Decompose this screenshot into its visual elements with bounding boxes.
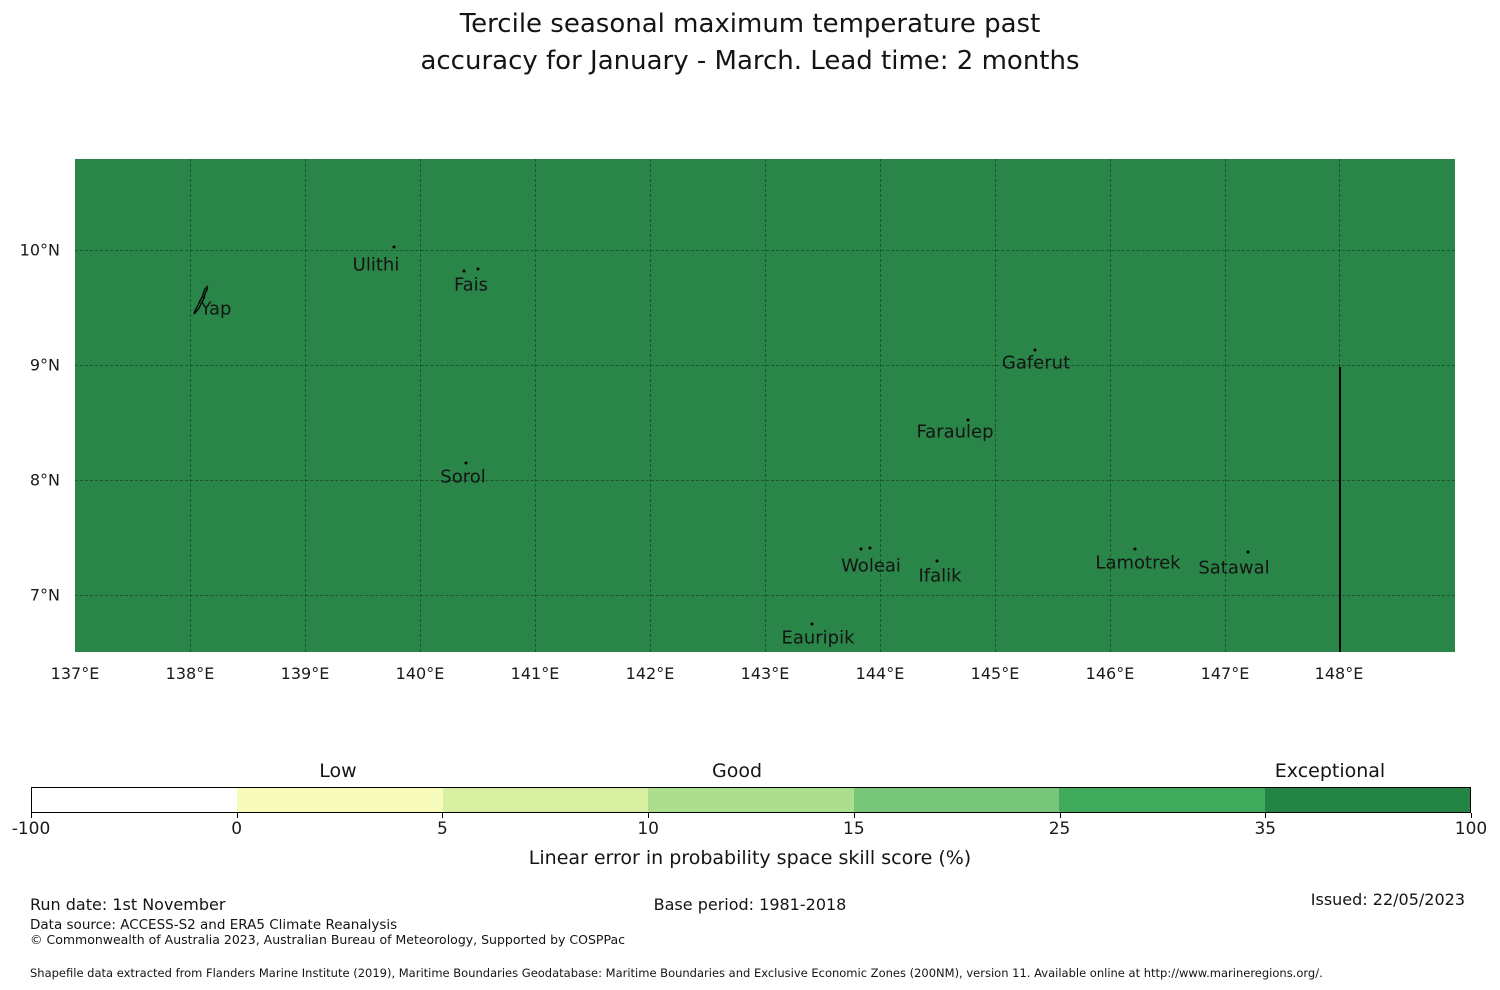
x-tick-label: 146°E [1085,664,1135,683]
colorbar-tick-mark [1059,813,1061,818]
island-dot [859,547,863,551]
colorbar-tick-mark [236,813,238,818]
x-tick-label: 144°E [855,664,905,683]
longitude-gridline [650,159,651,652]
colorbar-segment [442,788,649,812]
colorbar-tick-mark [1265,813,1267,818]
colorbar-zone-label-good: Good [711,760,763,782]
x-tick-label: 140°E [395,664,445,683]
longitude-gridline [880,159,881,652]
x-tick-label: 142°E [625,664,675,683]
y-tick-label: 8°N [29,470,60,490]
run-date-text: Run date: 1st November [30,895,226,914]
figure-title-line-2: accuracy for January - March. Lead time:… [420,46,1080,76]
y-tick-label: 9°N [29,355,60,375]
island-label-yap: Yap [200,298,232,320]
x-tick-label: 147°E [1200,664,1250,683]
island-dot [1033,348,1037,352]
colorbar-axis-label: Linear error in probability space skill … [528,847,972,869]
latitude-gridline [75,480,1455,481]
issued-date-text: Issued: 22/05/2023 [1310,890,1465,909]
longitude-gridline [1225,159,1226,652]
island-dot [462,269,466,273]
colorbar-tick-mark [853,813,855,818]
island-dot [476,267,480,271]
island-label-sorol: Sorol [440,466,486,488]
figure-title-line-1: Tercile seasonal maximum temperature pas… [459,9,1041,39]
colorbar-tick-label: 35 [1254,819,1277,839]
x-tick-label: 143°E [740,664,790,683]
colorbar-tick-mark [1471,813,1472,818]
yap-island-shape [193,285,209,315]
island-label-satawal: Satawal [1198,557,1270,579]
colorbar-zone-label-exceptional: Exceptional [1274,760,1386,782]
colorbar-segment [648,788,854,812]
latitude-gridline [75,365,1455,366]
latitude-gridline [75,250,1455,251]
longitude-gridline [305,159,306,652]
island-label-ulithi: Ulithi [352,254,400,276]
colorbar-tick-label: 5 [437,819,448,839]
island-label-eauripik: Eauripik [781,627,855,649]
island-label-gaferut: Gaferut [1001,352,1071,374]
island-dot [464,461,468,465]
x-tick-label: 139°E [280,664,330,683]
latitude-gridline [75,595,1455,596]
colorbar-segment [1264,788,1470,812]
colorbar [31,787,1471,813]
longitude-gridline [535,159,536,652]
data-source-text: Data source: ACCESS-S2 and ERA5 Climate … [30,917,398,933]
x-tick-label: 137°E [50,664,100,683]
island-label-faraulep: Faraulep [916,421,994,443]
x-tick-label: 148°E [1314,664,1364,683]
longitude-gridline [1110,159,1111,652]
island-label-lamotrek: Lamotrek [1095,552,1181,574]
island-dot [966,418,970,422]
island-dot [935,559,939,563]
x-tick-label: 141°E [510,664,560,683]
base-period-text: Base period: 1981-2018 [653,895,847,914]
colorbar-tick-mark [442,813,444,818]
x-tick-label: 145°E [970,664,1020,683]
colorbar-segment [853,788,1060,812]
colorbar-tick-label: 0 [231,819,243,839]
y-tick-label: 7°N [29,585,60,605]
island-label-ifalik: Ifalik [918,565,962,587]
colorbar-tick-mark [648,813,650,818]
longitude-gridline [995,159,996,652]
island-dot [392,245,396,249]
longitude-gridline [765,159,766,652]
colorbar-tick-label: 10 [637,819,659,839]
x-tick-label: 138°E [165,664,215,683]
colorbar-segment [237,788,443,812]
colorbar-tick-label: 100 [1454,819,1488,839]
shapefile-attribution-text: Shapefile data extracted from Flanders M… [30,966,1323,980]
y-tick-label: 10°N [19,240,60,260]
map-plot: Yap Ulithi Fais Sorol Gaferut Faraulep Woleai I… [75,159,1455,652]
island-dot [1133,547,1137,551]
island-dot [868,546,872,550]
colorbar-tick-label: -100 [11,819,51,839]
colorbar-tick-label: 15 [843,819,865,839]
island-label-woleai: Woleai [841,555,901,577]
colorbar-tick-mark [31,813,32,818]
colorbar-zone-label-low: Low [319,760,357,782]
island-dot [810,622,814,626]
eez-boundary-line [1339,367,1341,652]
island-dot [1246,550,1250,554]
colorbar-segment [1059,788,1265,812]
longitude-gridline [420,159,421,652]
island-label-fais: Fais [453,274,489,296]
copyright-text: © Commonwealth of Australia 2023, Austra… [30,932,625,947]
colorbar-tick-label: 25 [1048,819,1071,839]
longitude-gridline [190,159,191,652]
colorbar-segment [32,788,238,812]
